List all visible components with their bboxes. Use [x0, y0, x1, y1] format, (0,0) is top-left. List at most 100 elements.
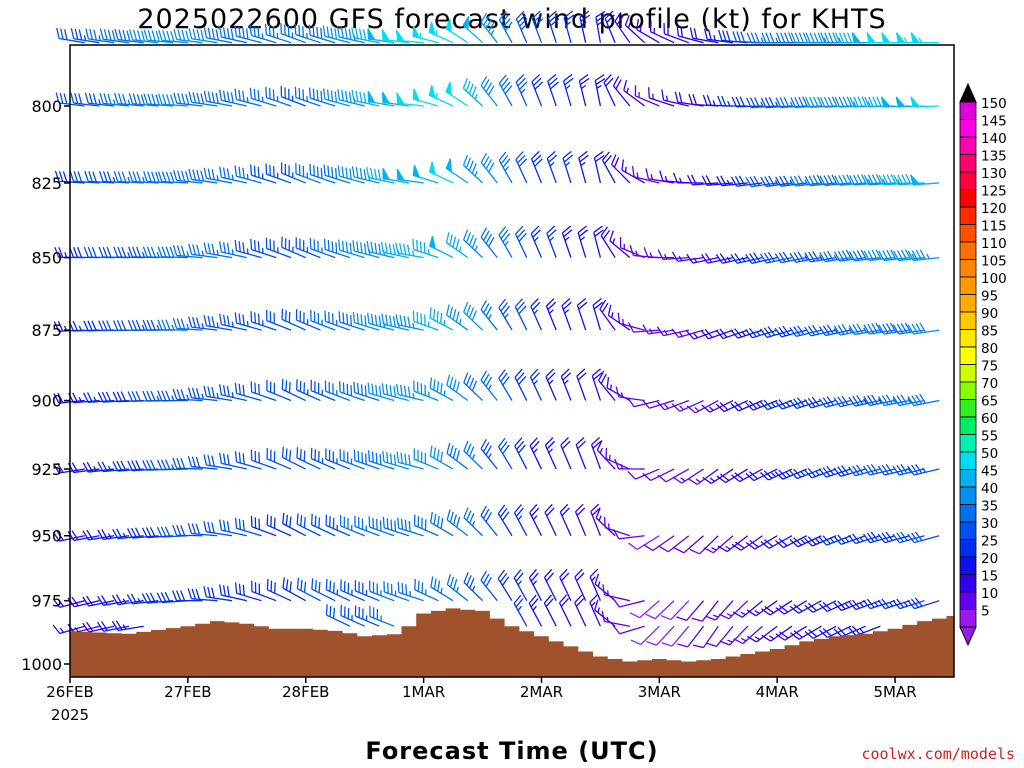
- barb-half: [443, 320, 446, 326]
- barb-full: [842, 32, 849, 43]
- wind-barb: [530, 150, 543, 184]
- barb-full: [242, 519, 245, 531]
- barb-staff: [296, 319, 321, 331]
- barb-full: [52, 598, 61, 608]
- wind-barb: [295, 309, 321, 331]
- barb-full: [362, 29, 367, 41]
- wind-barb: [354, 605, 380, 627]
- barb-staff: [430, 586, 454, 602]
- barb-half: [487, 453, 492, 459]
- wind-barb: [428, 161, 454, 184]
- barb-staff: [480, 515, 498, 537]
- wind-barb: [203, 521, 233, 537]
- barb-full: [502, 444, 510, 455]
- barb-staff: [596, 449, 616, 470]
- colorbar-label: 60: [981, 411, 998, 427]
- barb-full: [532, 154, 542, 164]
- barb-full: [763, 327, 772, 337]
- barb-staff: [251, 526, 277, 537]
- barb-full: [230, 28, 234, 40]
- wind-barb: [672, 468, 704, 484]
- barb-full: [734, 472, 744, 481]
- y-tick: 975: [31, 592, 70, 611]
- barb-staff: [383, 251, 409, 259]
- x-tick-label: 27FEB: [164, 683, 211, 701]
- barb-staff: [563, 17, 572, 43]
- wind-barb: [338, 239, 365, 259]
- barb-staff: [498, 234, 513, 258]
- barb-full: [783, 175, 790, 186]
- barb-full: [196, 244, 201, 256]
- barb-full: [170, 30, 175, 42]
- x-tick-label: 3MAR: [638, 683, 681, 701]
- barb-full: [657, 474, 667, 483]
- wind-barb: [789, 468, 822, 480]
- barb-full: [915, 249, 922, 260]
- barb-full: [793, 252, 801, 262]
- barb-full: [142, 246, 148, 258]
- wind-barb: [249, 87, 277, 107]
- barb-full: [561, 440, 571, 450]
- barb-staff: [768, 535, 793, 549]
- barb-full: [819, 629, 828, 638]
- barb-staff: [354, 459, 380, 470]
- wind-barb: [804, 625, 837, 639]
- colorbar-swatch: [959, 171, 977, 190]
- barb-full: [483, 79, 490, 90]
- barb-staff: [206, 395, 233, 402]
- wind-barb: [367, 382, 395, 402]
- barb-full: [83, 246, 89, 258]
- barb-full: [157, 319, 163, 331]
- wind-barb: [760, 535, 793, 549]
- wind-barb: [295, 163, 321, 184]
- barb-staff: [594, 609, 616, 627]
- barb-staff: [635, 468, 660, 480]
- barb-staff: [251, 391, 277, 402]
- barb-full: [904, 322, 912, 333]
- barb-full: [746, 97, 752, 108]
- barb-staff: [530, 306, 543, 331]
- barb-full: [211, 28, 216, 40]
- barb-full: [841, 395, 849, 406]
- barb-pennant: [367, 90, 376, 104]
- barb-half: [678, 177, 683, 184]
- barb-staff: [88, 38, 115, 44]
- wind-barb: [687, 468, 719, 485]
- barb-full: [876, 96, 882, 107]
- barb-full: [705, 175, 712, 186]
- barb-full: [161, 171, 167, 183]
- wind-barb: [281, 308, 307, 331]
- barb-full: [341, 166, 345, 178]
- barb-half: [141, 251, 146, 258]
- barb-full: [234, 165, 238, 177]
- barb-full: [71, 530, 79, 541]
- barb-staff: [266, 33, 292, 44]
- barb-staff: [649, 399, 675, 409]
- wind-barb: [430, 576, 454, 602]
- barb-full: [238, 383, 242, 395]
- wind-barb: [760, 97, 792, 109]
- barb-full: [382, 450, 385, 462]
- colorbar-label: 80: [981, 341, 998, 357]
- wind-barb: [818, 465, 852, 478]
- barb-staff: [914, 535, 940, 544]
- barb-full: [188, 243, 193, 255]
- wind-barb: [575, 436, 587, 470]
- barb-full: [455, 381, 460, 393]
- barb-full: [886, 174, 893, 185]
- barb-full: [180, 590, 186, 601]
- barb-full: [323, 88, 326, 100]
- wind-barb: [617, 312, 645, 331]
- barb-full: [911, 464, 919, 475]
- colorbar-label: 70: [981, 376, 998, 392]
- barb-half: [98, 35, 101, 41]
- barb-staff: [281, 33, 306, 44]
- barb-staff: [812, 600, 837, 613]
- barb-full: [254, 312, 257, 324]
- barb-full: [896, 532, 904, 542]
- barb-staff: [497, 578, 513, 602]
- barb-full: [67, 531, 75, 541]
- barb-full: [146, 459, 152, 471]
- barb-staff: [339, 249, 365, 259]
- barb-full: [374, 242, 378, 254]
